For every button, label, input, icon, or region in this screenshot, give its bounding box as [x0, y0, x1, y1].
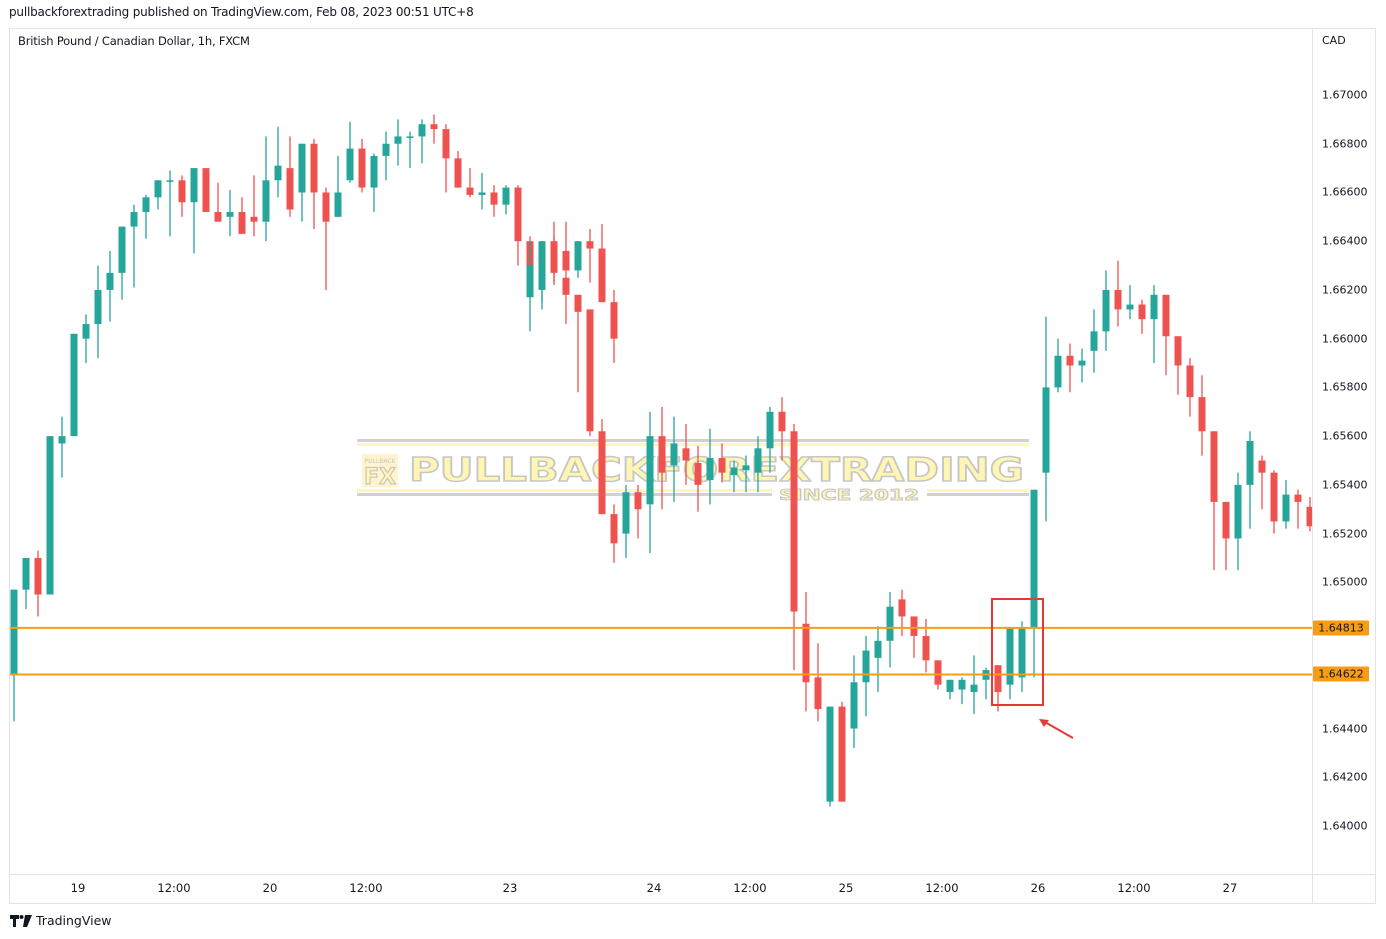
time-tick: 20 [262, 881, 278, 895]
price-axis-divider [1312, 29, 1313, 903]
price-tick: 1.66600 [1322, 185, 1368, 199]
time-tick: 12:00 [925, 881, 959, 895]
highlight-box[interactable] [991, 598, 1044, 706]
price-tick: 1.65000 [1322, 575, 1368, 589]
time-tick: 12:00 [157, 881, 191, 895]
price-tick: 1.65400 [1322, 478, 1368, 492]
time-axis-divider [10, 874, 1375, 875]
time-tick: 26 [1030, 881, 1046, 895]
chart-pane[interactable]: FX PULLBACK PULLBACKFOREXTRADING SINCE 2012 [10, 29, 1312, 874]
price-tick: 1.64200 [1322, 770, 1368, 784]
price-tick: 1.66800 [1322, 137, 1368, 151]
svg-text:SINCE 2012: SINCE 2012 [779, 486, 919, 504]
time-tick: 12:00 [733, 881, 767, 895]
tradingview-brand[interactable]: TradingView [10, 913, 112, 928]
time-tick: 23 [502, 881, 518, 895]
price-tick: 1.65200 [1322, 527, 1368, 541]
level-price-label: 1.64813 [1313, 620, 1369, 636]
price-tick: 1.67000 [1322, 88, 1368, 102]
time-tick: 19 [70, 881, 86, 895]
price-tick: 1.66000 [1322, 332, 1368, 346]
time-tick: 25 [838, 881, 854, 895]
arrow-icon[interactable] [1039, 719, 1074, 739]
publisher-line: pullbackforextrading published on Tradin… [9, 5, 474, 19]
price-tick: 1.65600 [1322, 429, 1368, 443]
time-tick: 12:00 [1117, 881, 1151, 895]
price-tick: 1.65800 [1322, 380, 1368, 394]
svg-text:PULLBACKFOREXTRADING: PULLBACKFOREXTRADING [409, 450, 1024, 489]
price-axis-currency: CAD [1322, 34, 1346, 47]
time-tick: 12:00 [349, 881, 383, 895]
candles [10, 114, 1312, 807]
time-tick: 24 [646, 881, 662, 895]
price-tick: 1.64400 [1322, 722, 1368, 736]
svg-text:PULLBACK: PULLBACK [365, 458, 397, 465]
tradingview-logo-icon [10, 914, 32, 927]
price-tick: 1.66400 [1322, 234, 1368, 248]
level-price-label: 1.64622 [1313, 666, 1369, 682]
price-tick: 1.66200 [1322, 283, 1368, 297]
time-tick: 27 [1222, 881, 1238, 895]
symbol-title: British Pound / Canadian Dollar, 1h, FXC… [18, 34, 250, 48]
tradingview-brand-label: TradingView [36, 913, 112, 928]
price-tick: 1.64000 [1322, 819, 1368, 833]
chart-frame [9, 28, 1376, 904]
svg-text:FX: FX [364, 465, 396, 490]
